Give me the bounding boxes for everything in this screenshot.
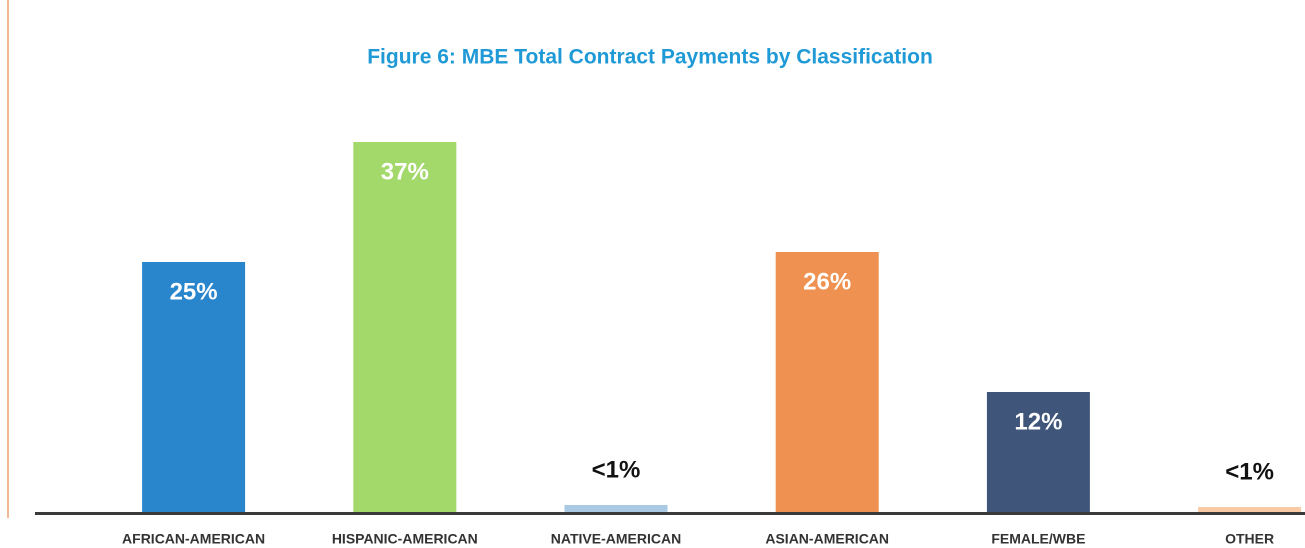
data-label: 26% bbox=[803, 268, 851, 295]
chart-title: Figure 6: MBE Total Contract Payments by… bbox=[367, 46, 933, 69]
data-label: 37% bbox=[381, 158, 429, 185]
data-label: 12% bbox=[1014, 408, 1062, 435]
bar bbox=[564, 505, 668, 512]
data-label: <1% bbox=[1225, 458, 1274, 485]
bar bbox=[353, 142, 457, 512]
bar bbox=[775, 252, 879, 512]
bar bbox=[986, 392, 1090, 512]
x-tick-label: OTHER bbox=[1225, 531, 1274, 547]
x-tick-label: AFRICAN-AMERICAN bbox=[122, 531, 265, 547]
bar bbox=[1198, 507, 1302, 512]
x-tick-label: ASIAN-AMERICAN bbox=[765, 531, 889, 547]
data-label: <1% bbox=[592, 456, 641, 483]
x-tick-label: HISPANIC-AMERICAN bbox=[332, 531, 478, 547]
data-label: 25% bbox=[170, 278, 218, 305]
bar bbox=[142, 262, 246, 512]
x-tick-label: FEMALE/WBE bbox=[991, 531, 1085, 547]
x-tick-label: NATIVE-AMERICAN bbox=[551, 531, 681, 547]
